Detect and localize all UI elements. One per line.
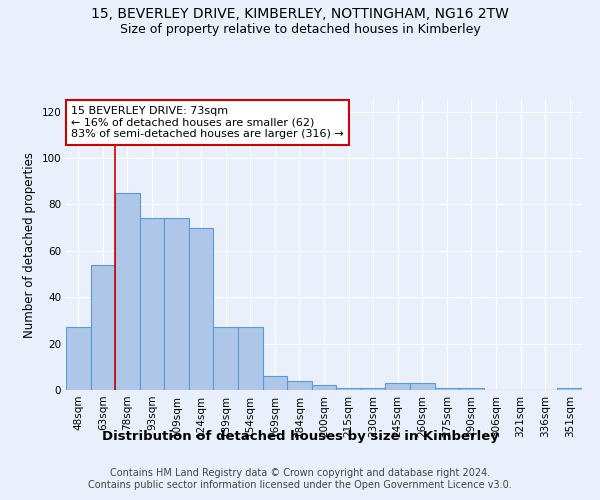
Bar [263,376,287,390]
Bar [434,388,459,390]
Bar [164,218,189,390]
Bar [287,380,312,390]
Text: Size of property relative to detached houses in Kimberley: Size of property relative to detached ho… [119,22,481,36]
Bar [459,388,484,390]
Bar [336,388,361,390]
Bar [557,388,582,390]
Text: 15, BEVERLEY DRIVE, KIMBERLEY, NOTTINGHAM, NG16 2TW: 15, BEVERLEY DRIVE, KIMBERLEY, NOTTINGHA… [91,8,509,22]
Bar [361,388,385,390]
Bar [312,386,336,390]
Bar [385,383,410,390]
Text: 15 BEVERLEY DRIVE: 73sqm
← 16% of detached houses are smaller (62)
83% of semi-d: 15 BEVERLEY DRIVE: 73sqm ← 16% of detach… [71,106,344,139]
Text: Distribution of detached houses by size in Kimberley: Distribution of detached houses by size … [101,430,499,443]
Text: Contains HM Land Registry data © Crown copyright and database right 2024.
Contai: Contains HM Land Registry data © Crown c… [88,468,512,490]
Bar [115,193,140,390]
Bar [189,228,214,390]
Bar [214,328,238,390]
Y-axis label: Number of detached properties: Number of detached properties [23,152,36,338]
Bar [91,264,115,390]
Bar [410,383,434,390]
Bar [140,218,164,390]
Bar [66,328,91,390]
Bar [238,328,263,390]
